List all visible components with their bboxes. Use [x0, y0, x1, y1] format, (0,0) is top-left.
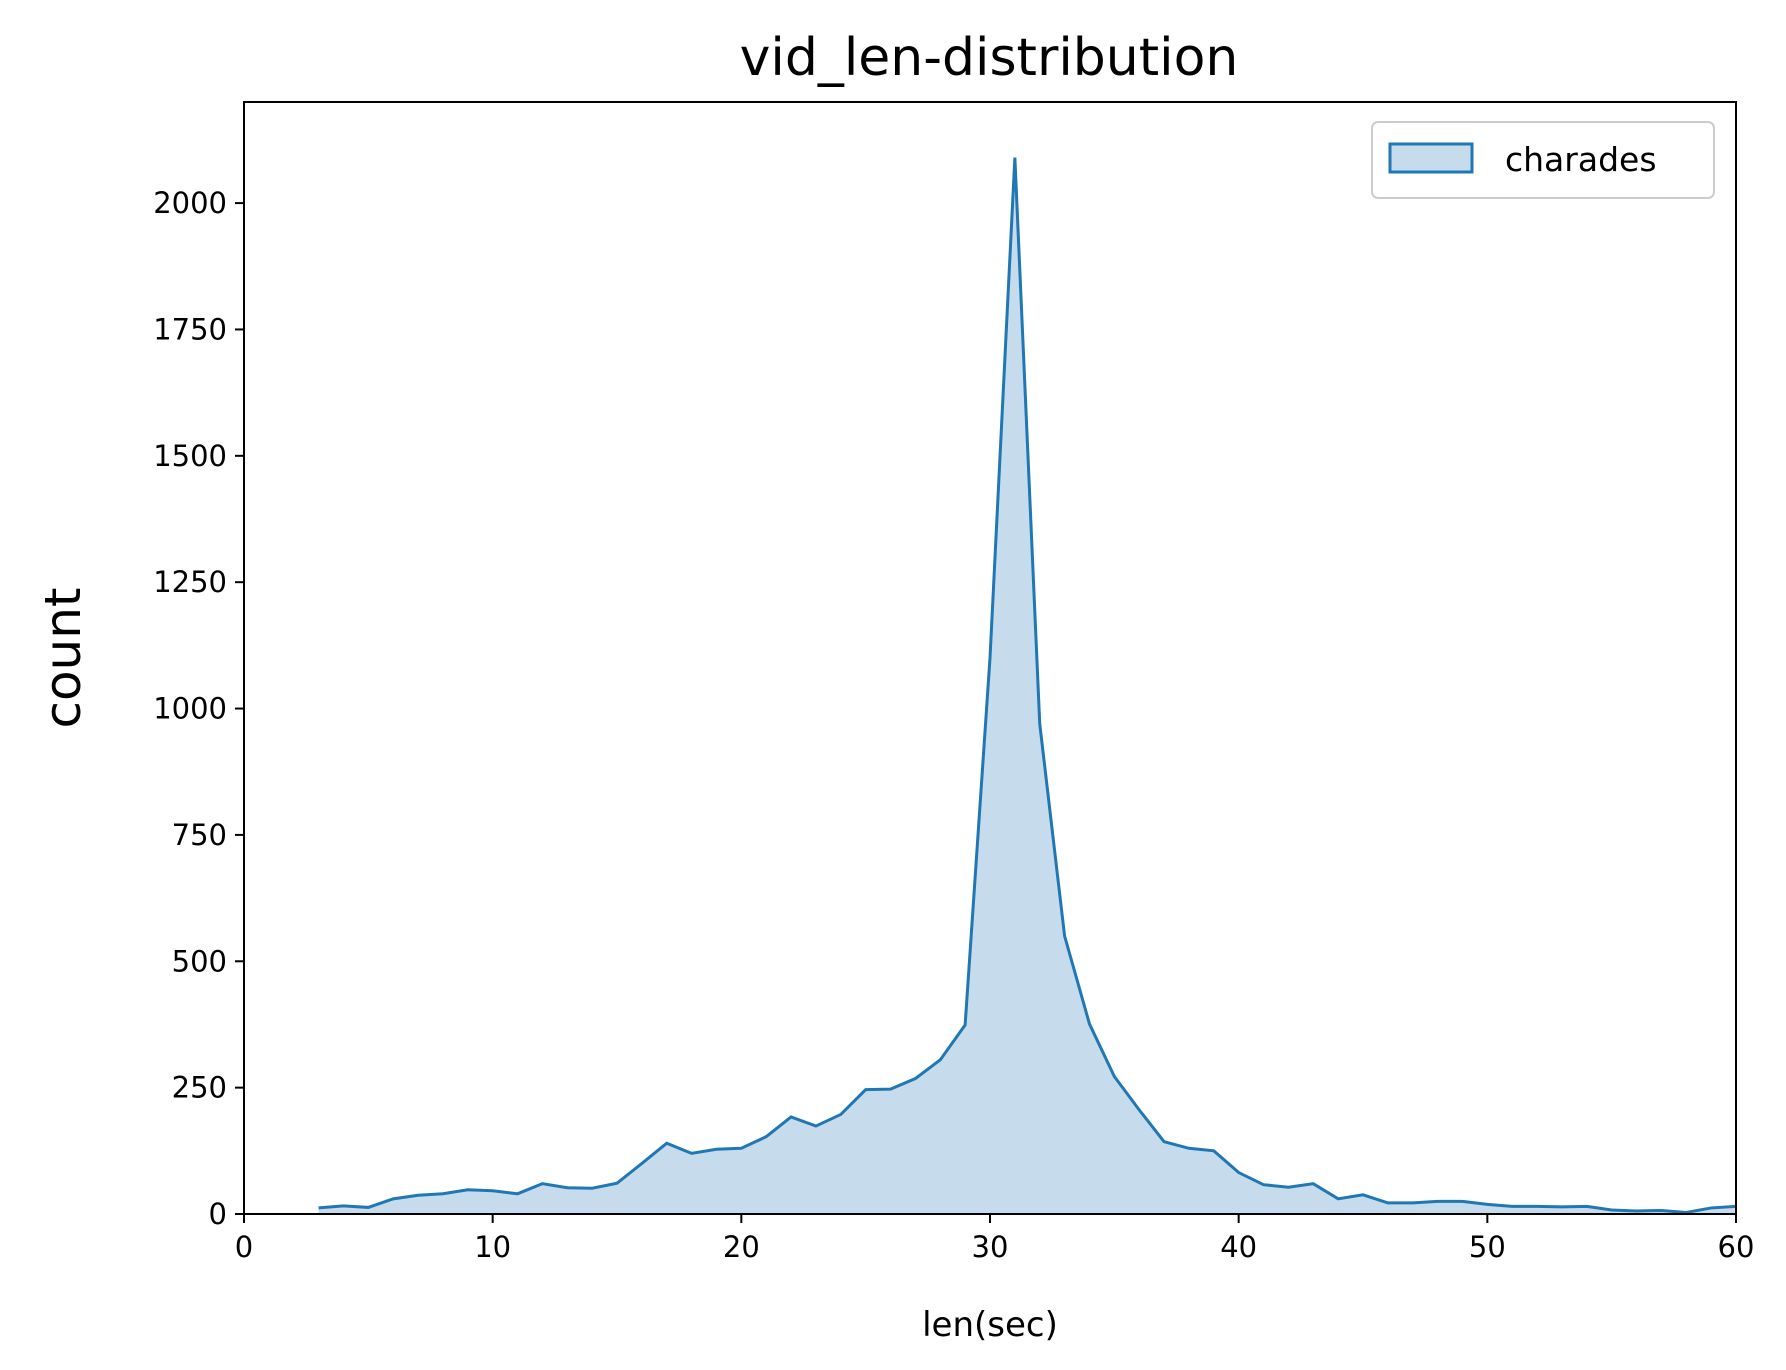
x-tick-label-60: 60 [1718, 1230, 1755, 1264]
y-tick-label-500: 500 [172, 944, 227, 978]
y-axis: 0 250 500 750 1000 1250 1500 1750 2000 [153, 186, 244, 1231]
x-tick-label-40: 40 [1220, 1230, 1257, 1264]
y-axis-label: count [34, 587, 92, 728]
y-tick-label-250: 250 [172, 1071, 227, 1105]
x-tick-label-50: 50 [1469, 1230, 1506, 1264]
x-tick-label-0: 0 [235, 1230, 253, 1264]
chart-title: vid_len-distribution [740, 28, 1239, 88]
x-tick-label-20: 20 [723, 1230, 760, 1264]
x-tick-label-30: 30 [972, 1230, 1009, 1264]
y-tick-label-2000: 2000 [153, 186, 227, 220]
y-tick-label-1500: 1500 [153, 439, 227, 473]
legend-label-charades: charades [1505, 140, 1657, 179]
legend-swatch-charades [1388, 142, 1474, 174]
legend-box [1371, 121, 1715, 199]
series-charades-line [318, 157, 1737, 1214]
plot-area [318, 157, 1737, 1215]
y-tick-label-1000: 1000 [153, 692, 227, 726]
x-tick-label-10: 10 [474, 1230, 511, 1264]
y-tick-label-1250: 1250 [153, 565, 227, 599]
series-charades-area [318, 157, 1737, 1215]
y-tick-label-1750: 1750 [153, 312, 227, 346]
legend: charades [1371, 121, 1715, 199]
y-tick-label-750: 750 [172, 818, 227, 852]
y-tick-label-0: 0 [209, 1197, 227, 1231]
x-axis-label: len(sec) [922, 1305, 1058, 1345]
x-axis: 0 10 20 30 40 50 60 [235, 1214, 1755, 1264]
